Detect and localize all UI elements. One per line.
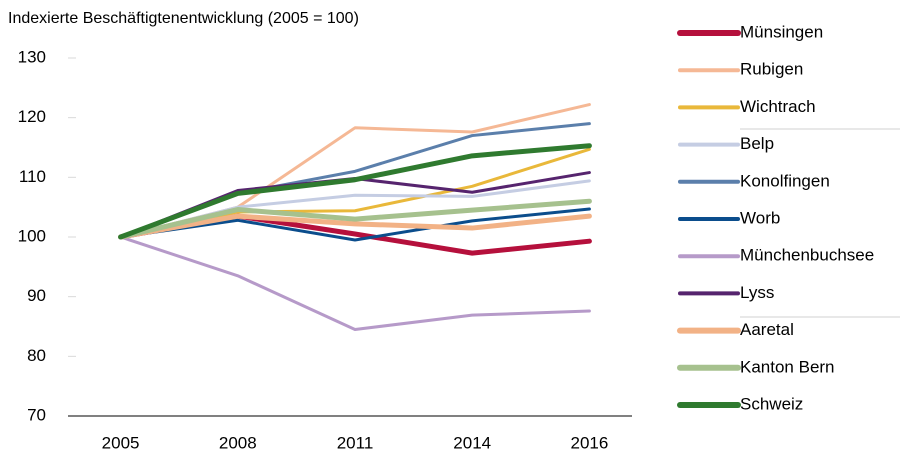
legend-label: Konolfingen [740,171,830,190]
y-tick-label: 100 [18,226,46,245]
series-line [118,198,592,240]
series-line [119,235,591,331]
x-tick-label: 2008 [219,433,257,452]
series-line [118,213,592,240]
y-tick-label: 90 [27,286,46,305]
legend-label: Münchenbuchsee [740,246,874,265]
x-tick-label: 2005 [102,433,140,452]
x-tick-label: 2014 [453,433,491,452]
legend-label: Lyss [740,283,774,302]
y-tick-label: 110 [19,167,46,186]
chart-title: Indexierte Beschäftigtenentwicklung (200… [8,10,359,27]
legend-label: Worb [740,208,780,227]
x-tick-label: 2011 [337,433,374,452]
legend-label: Aaretal [740,320,794,339]
legend-label: Wichtrach [740,97,816,116]
legend-label: Rubigen [740,60,803,79]
y-tick-label: 80 [27,346,46,365]
series-line [119,207,591,242]
x-tick-label: 2016 [570,433,608,452]
legend-label: Belp [740,134,774,153]
y-tick-label: 70 [27,405,46,424]
legend-label: Schweiz [740,394,803,413]
series-line [118,143,592,240]
y-tick-label: 130 [18,47,46,66]
legend-label: Münsingen [740,22,823,41]
y-tick-label: 120 [18,107,46,126]
legend-label: Kanton Bern [740,357,835,376]
